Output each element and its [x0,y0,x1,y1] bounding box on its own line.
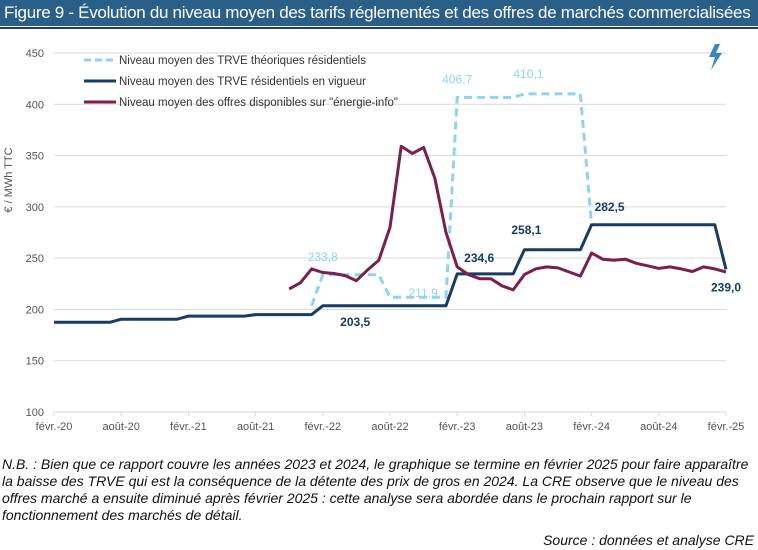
data-label: 233,8 [308,250,338,264]
legend-label: Niveau moyen des offres disponibles sur … [119,97,398,109]
data-label: 239,0 [711,280,741,294]
y-tick-label: 250 [26,253,44,265]
x-tick-label: août-21 [237,421,274,430]
data-label: 258,1 [511,223,541,237]
y-tick-label: 450 [26,48,44,60]
x-tick-label: févr.-20 [36,421,73,430]
title-divider [0,27,758,29]
y-axis-label: € / MWh TTC [3,147,15,212]
lightning-bolt-icon [709,44,722,70]
series-line-0 [310,92,594,307]
data-label: 234,6 [464,251,494,265]
y-tick-label: 400 [26,99,44,111]
legend-label: Niveau moyen des TRVE théoriques résiden… [119,55,366,67]
figure-title: Figure 9 - Évolution du niveau moyen des… [0,0,758,26]
x-tick-label: févr.-23 [439,421,476,430]
x-tick-label: févr.-21 [170,421,207,430]
x-tick-label: août-22 [371,421,408,430]
y-tick-label: 300 [26,202,44,214]
data-label: 406,7 [442,72,472,86]
y-tick-label: 200 [26,304,44,316]
source-note: Source : données et analyse CRE [543,532,754,548]
data-label: 211,9 [409,286,438,300]
data-label: 203,5 [340,315,370,329]
data-label: 282,5 [595,200,625,214]
data-label: 410,1 [513,67,543,81]
x-tick-label: févr.-22 [304,421,341,430]
series-line-2 [288,144,727,292]
series-line-1 [54,223,728,324]
x-tick-label: août-23 [506,421,543,430]
line-chart: 100 150 200 250 300 350 400 450 févr.-20 août-20… [3,44,745,430]
x-tick-label: févr.-24 [573,421,610,430]
x-tick-label: août-20 [103,421,140,430]
x-tick-label: févr.-25 [708,421,745,430]
y-tick-label: 350 [26,151,44,163]
legend-label: Niveau moyen des TRVE résidentiels en vi… [119,76,366,88]
x-tick-label: août-24 [640,421,677,430]
y-tick-label: 100 [26,407,44,419]
y-tick-label: 150 [26,356,44,368]
footnote: N.B. : Bien que ce rapport couvre les an… [2,456,749,523]
